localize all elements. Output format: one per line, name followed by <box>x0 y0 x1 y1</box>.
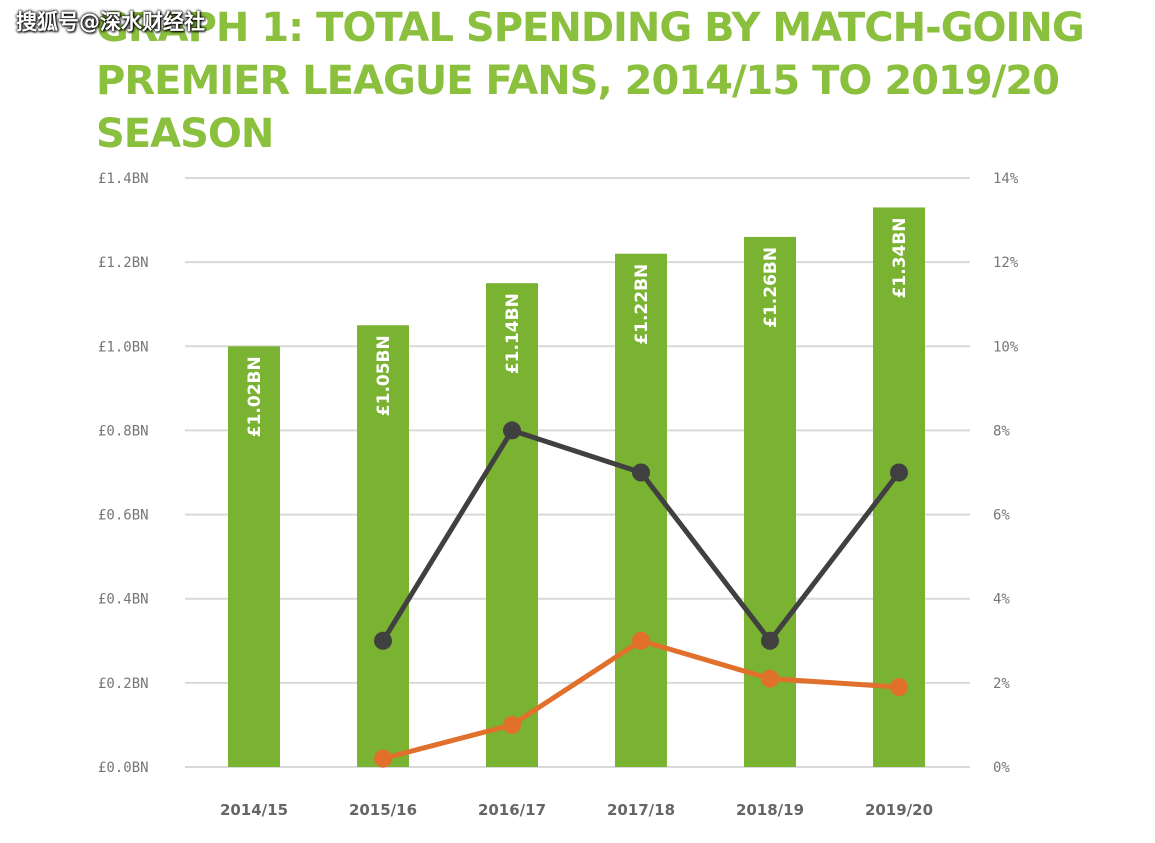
chart-title: GRAPH 1: TOTAL SPENDING BY MATCH-GOING P… <box>96 5 1085 157</box>
y-right-tick-label: 8% <box>993 423 1010 439</box>
y-left-tick-label: £1.0BN <box>98 339 149 355</box>
x-tick-label: 2015/16 <box>349 801 417 819</box>
y-right-tick-label: 10% <box>993 339 1019 355</box>
x-tick-label: 2019/20 <box>865 801 933 819</box>
series-point <box>632 463 650 482</box>
y-left-tick-label: £0.6BN <box>98 508 149 524</box>
y-right-tick-label: 12% <box>993 255 1019 271</box>
y-right-tick-label: 6% <box>993 508 1010 524</box>
series-point <box>890 678 908 697</box>
bar <box>615 253 667 767</box>
y-left-tick-label: £0.4BN <box>98 592 149 608</box>
series-point <box>503 715 521 734</box>
y-left-tick-label: £0.2BN <box>98 676 149 692</box>
y-right-tick-label: 0% <box>993 760 1010 776</box>
x-tick-label: 2016/17 <box>478 801 546 819</box>
y-right-tick-label: 4% <box>993 592 1010 608</box>
x-tick-label: 2017/18 <box>607 801 675 819</box>
bar-data-label: £1.05BN <box>374 335 394 416</box>
y-axis-left: £0.0BN £0.2BN £0.4BN £0.6BN £0.8BN £1.0BN £1.2… <box>98 171 149 776</box>
series-point <box>374 631 392 650</box>
bar <box>486 283 538 767</box>
series-point <box>632 631 650 650</box>
y-right-tick-label: 2% <box>993 676 1010 692</box>
watermark-text: 搜狐号@深水财经社 <box>16 10 205 34</box>
gridlines <box>185 177 970 768</box>
series-point <box>890 463 908 482</box>
x-tick-label: 2014/15 <box>220 801 288 819</box>
y-left-tick-label: £1.4BN <box>98 171 149 187</box>
line-series <box>374 421 908 768</box>
y-left-tick-label: £0.0BN <box>98 760 149 776</box>
bar <box>228 346 280 767</box>
bar-series <box>228 207 925 767</box>
series-point <box>503 421 521 440</box>
bar-data-label: £1.02BN <box>245 356 265 437</box>
x-tick-label: 2018/19 <box>736 801 804 819</box>
series-point <box>374 749 392 768</box>
y-right-tick-label: 14% <box>993 171 1019 187</box>
x-axis: 2014/15 2015/16 2016/17 2017/18 2018/19 2019/… <box>220 801 933 819</box>
bar <box>357 325 409 767</box>
bar-labels: £1.02BN £1.05BN £1.14BN £1.22BN £1.26BN £1.34… <box>245 217 910 437</box>
y-left-tick-label: £0.8BN <box>98 423 149 439</box>
series-point <box>761 669 779 688</box>
y-left-tick-label: £1.2BN <box>98 255 149 271</box>
bar-data-label: £1.14BN <box>503 293 523 374</box>
bar-data-label: £1.26BN <box>761 247 781 328</box>
y-axis-right: 0% 2% 4% 6% 8% 10% 12% 14% <box>993 171 1019 776</box>
bar <box>873 207 925 767</box>
bar-data-label: £1.22BN <box>632 264 652 345</box>
bar-data-label: £1.34BN <box>890 217 910 298</box>
series-point <box>761 631 779 650</box>
